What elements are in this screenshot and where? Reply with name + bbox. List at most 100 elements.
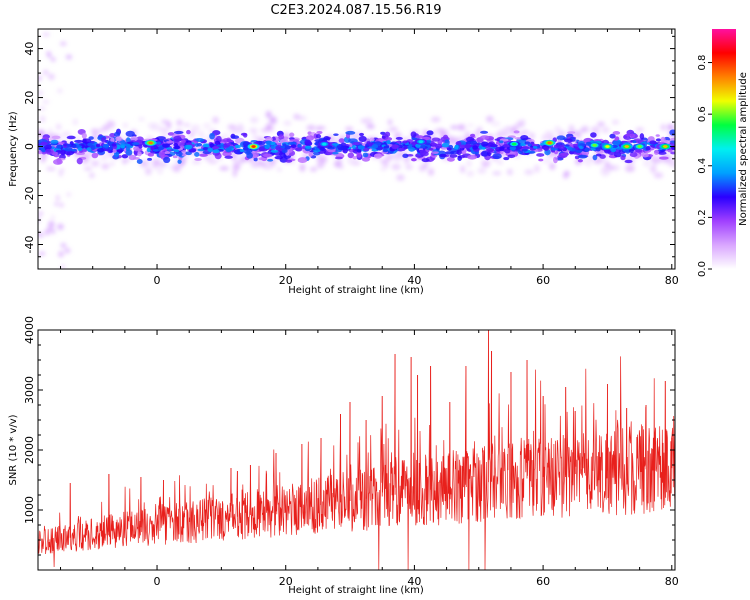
x-tick-label: 40 <box>407 274 421 287</box>
spectral-cell <box>469 140 478 145</box>
spectral-cell <box>275 145 280 151</box>
spectral-cell <box>641 152 649 158</box>
spectral-cell <box>138 117 145 121</box>
spectral-cell <box>321 155 328 164</box>
spectrogram-ylabel: Frequency (Hz) <box>8 111 19 187</box>
spectral-cell <box>81 132 87 139</box>
spectral-cell <box>262 165 273 170</box>
spectral-cell <box>366 141 371 145</box>
spectral-cell <box>260 128 269 132</box>
spectral-cell <box>191 124 201 130</box>
spectral-cell <box>173 135 182 143</box>
spectral-peak <box>418 140 424 144</box>
spectral-cell <box>338 138 345 144</box>
spectral-cell <box>290 144 297 148</box>
spectral-cell <box>185 151 192 156</box>
colorbar-ticks: 0.0 0.2 0.4 0.6 0.8 <box>697 55 712 277</box>
spectral-cell <box>66 135 76 140</box>
spectral-cell <box>74 136 82 141</box>
spectral-cell <box>524 169 534 175</box>
spectral-cell <box>498 140 504 144</box>
spectral-cell <box>137 151 142 157</box>
spectral-cell <box>149 122 160 131</box>
spectral-cell <box>588 156 593 160</box>
spectral-cell <box>369 137 375 142</box>
spectral-cell <box>232 164 240 170</box>
colorbar-tick-label: 0.2 <box>697 209 708 225</box>
spectral-cell <box>276 167 282 172</box>
spectral-cell <box>212 116 219 124</box>
spectral-cell <box>520 134 529 141</box>
spectral-cell <box>51 228 56 235</box>
spectral-cell <box>564 144 570 147</box>
spectral-cell <box>132 142 140 146</box>
spectral-cell <box>306 124 316 131</box>
spectral-cell <box>72 118 78 126</box>
spectral-cell <box>90 160 100 166</box>
spectral-cell <box>291 161 296 165</box>
spectral-cell <box>567 146 573 151</box>
spectral-cell <box>60 243 67 248</box>
spectral-cell <box>125 130 135 137</box>
spectral-cell <box>396 174 405 181</box>
spectral-cell <box>551 149 556 153</box>
spectral-cell <box>331 151 339 155</box>
spectral-cell <box>176 119 182 127</box>
spectral-cell <box>486 115 494 123</box>
spectral-cell <box>428 168 434 176</box>
spectral-cell <box>305 135 315 141</box>
spectral-cell <box>351 145 356 149</box>
colorbar-tick-label: 0.4 <box>697 158 708 174</box>
spectral-cell <box>42 69 49 76</box>
spectral-cell <box>173 130 184 135</box>
spectral-cell <box>102 143 110 148</box>
spectral-cell <box>467 154 478 160</box>
spectral-cell <box>175 151 183 157</box>
spectral-cell <box>163 156 171 164</box>
spectral-cell <box>466 136 475 142</box>
spectral-cell <box>230 130 236 135</box>
spectral-cell <box>228 145 234 149</box>
spectral-cell <box>246 152 253 159</box>
spectral-cell <box>653 149 659 155</box>
spectral-cell <box>121 154 129 159</box>
spectral-cell <box>464 143 472 149</box>
spectral-peak <box>547 141 552 145</box>
spectral-cell <box>434 143 443 149</box>
spectral-cell <box>161 119 169 124</box>
spectral-cell <box>164 151 171 155</box>
spectral-cell <box>225 147 232 153</box>
spectral-cell <box>402 153 409 158</box>
spectral-peak <box>605 145 610 148</box>
spectral-cell <box>50 139 59 144</box>
spectral-cell <box>158 146 165 151</box>
spectral-cell <box>83 167 93 171</box>
spectral-cell <box>395 136 403 140</box>
spectral-cell <box>410 131 417 138</box>
spectral-cell <box>577 154 588 159</box>
spectral-cell <box>115 136 122 142</box>
spectral-cell <box>113 131 121 137</box>
spectral-cell <box>477 167 487 174</box>
spectral-cell <box>265 110 272 118</box>
spectral-cell <box>55 194 60 202</box>
spectral-cell <box>285 159 293 163</box>
spectral-cell <box>266 140 272 146</box>
spectral-cell <box>52 158 63 165</box>
spectral-cell <box>56 144 62 149</box>
y-tick-label: -20 <box>23 187 36 205</box>
spectral-cell <box>39 106 46 110</box>
spectral-cell <box>280 145 286 149</box>
spectral-cell <box>479 135 490 140</box>
spectral-cell <box>269 116 277 125</box>
spectral-cell <box>601 126 610 134</box>
spectral-cell <box>438 129 449 136</box>
spectral-cell <box>262 153 273 158</box>
spectral-cell <box>362 148 370 152</box>
spectral-cell <box>50 57 56 62</box>
spectral-cell <box>519 119 526 125</box>
spectral-cell <box>576 131 582 140</box>
colorbar-tick-label: 0.6 <box>697 106 708 122</box>
spectral-cell <box>173 149 180 153</box>
